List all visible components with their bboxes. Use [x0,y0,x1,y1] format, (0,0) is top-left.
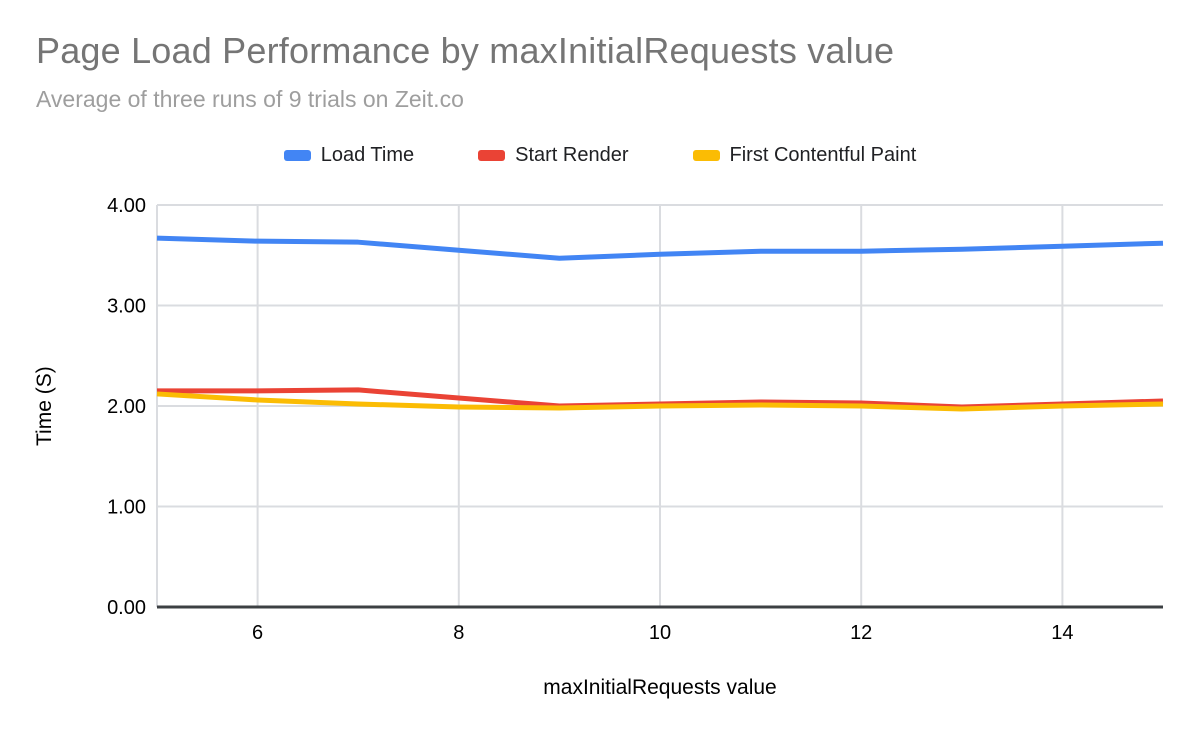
legend-swatch-icon [283,150,311,161]
y-tick-label: 4.00 [107,195,146,217]
legend-label: Start Render [515,144,629,166]
y-tick-label: 1.00 [107,497,146,519]
legend-swatch-icon [692,150,720,161]
legend-label: First Contentful Paint [729,144,917,166]
legend-item-first-contentful-paint: First Contentful Paint [692,144,917,167]
x-tick-label: 10 [649,622,671,644]
series-line-first-contentful-paint [156,391,1164,412]
chart-title: Page Load Performance by maxInitialReque… [36,30,895,71]
y-axis-title: Time (S) [33,366,56,446]
y-tick-label: 2.00 [107,396,146,418]
x-tick-label: 14 [1051,622,1073,644]
legend-label: Load Time [320,144,415,166]
legend-swatch-icon [478,150,506,161]
legend-item-start-render: Start Render [478,144,629,167]
chart-legend: Load Time Start Render First Contentful Pa… [0,144,1200,167]
chart-subtitle: Average of three runs of 9 trials on Zei… [36,86,464,112]
x-axis-title: maxInitialRequests value [543,676,777,699]
x-tick-label: 12 [850,622,872,644]
x-tick-label: 8 [453,622,464,644]
y-tick-label: 0.00 [107,597,146,619]
y-tick-label: 3.00 [107,296,146,318]
legend-item-load-time: Load Time [283,144,415,167]
x-tick-label: 6 [252,622,263,644]
series-line-load-time [156,235,1164,261]
